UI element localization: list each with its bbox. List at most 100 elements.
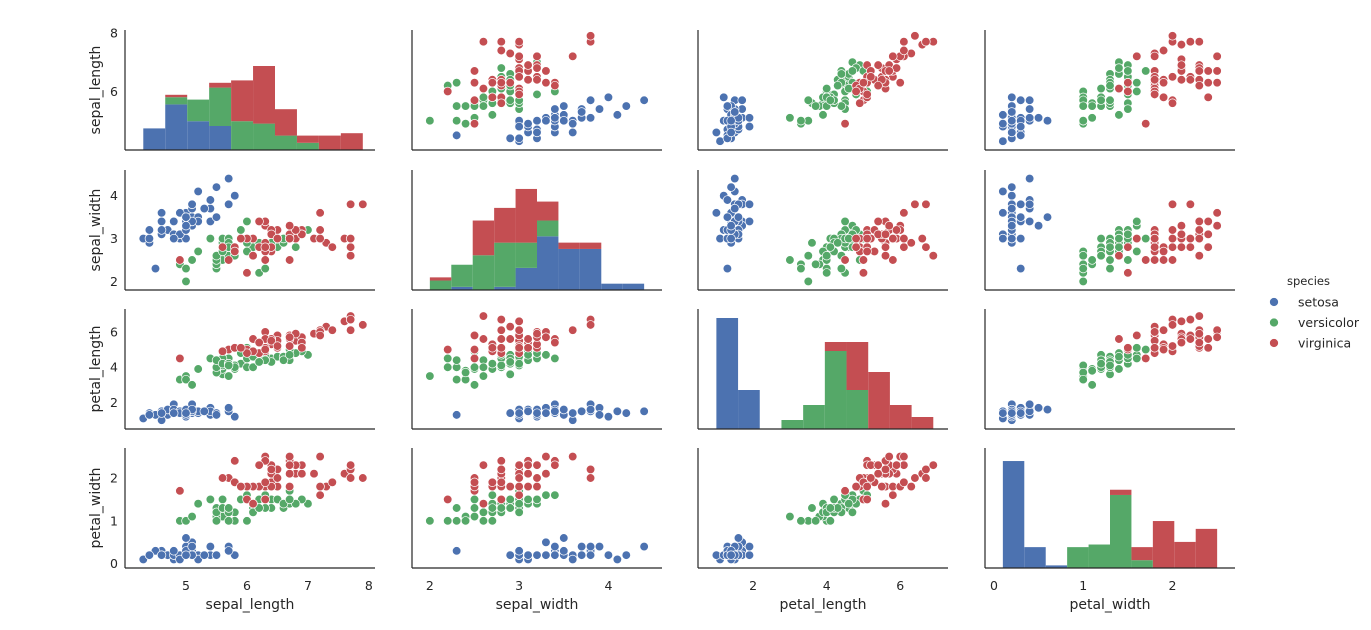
hist-bar-sepal_width-versicolor-5 — [537, 220, 559, 237]
point-versicolor-sepal_width-vs-sepal_length-31 — [460, 101, 471, 111]
point-virginica-petal_width-vs-sepal_width-36 — [1203, 216, 1213, 227]
x-tick-label-petal_length-2: 6 — [896, 578, 904, 593]
point-setosa-petal_width-vs-sepal_width-48 — [1007, 203, 1017, 214]
point-virginica-sepal_width-vs-sepal_length-42 — [487, 92, 498, 102]
point-virginica-petal_width-vs-sepal_width-14 — [1203, 242, 1213, 252]
point-virginica-sepal_length-vs-sepal_width-35 — [345, 233, 356, 244]
point-setosa-sepal_width-vs-petal_width-43 — [559, 533, 569, 543]
point-versicolor-sepal_width-vs-sepal_length-9 — [487, 110, 498, 120]
point-versicolor-sepal_width-vs-petal_width-29 — [478, 516, 489, 526]
point-setosa-sepal_width-vs-petal_length-49 — [541, 408, 551, 418]
point-virginica-sepal_length-vs-sepal_width-13 — [224, 255, 234, 265]
point-versicolor-petal_length-vs-petal_width-43 — [796, 516, 806, 526]
point-versicolor-petal_length-vs-petal_width-17 — [825, 516, 835, 526]
point-virginica-petal_length-vs-petal_width-48 — [873, 460, 883, 470]
hist-bar-sepal_width-setosa-4 — [515, 267, 537, 290]
point-versicolor-sepal_width-vs-sepal_length-3 — [451, 101, 462, 111]
hist-bar-sepal_width-versicolor-2 — [472, 255, 495, 290]
point-versicolor-petal_length-vs-sepal_width-31 — [811, 259, 821, 269]
point-virginica-petal_length-vs-petal_width-22 — [921, 473, 931, 483]
point-setosa-petal_width-vs-petal_length-43 — [1042, 404, 1053, 415]
point-virginica-petal_width-vs-sepal_width-4 — [1185, 233, 1196, 244]
point-virginica-sepal_length-vs-petal_width-6 — [175, 486, 185, 496]
point-virginica-petal_width-vs-sepal_length-40 — [1203, 66, 1213, 76]
hist-bar-sepal_length-versicolor-3 — [209, 87, 232, 126]
point-setosa-petal_length-vs-petal_width-49 — [726, 550, 736, 560]
hist-bar-sepal_width-virginica-0 — [429, 277, 452, 281]
point-versicolor-petal_width-vs-sepal_width-26 — [1114, 242, 1124, 252]
point-setosa-petal_length-vs-sepal_width-24 — [744, 216, 755, 227]
hist-bar-petal_width-setosa-1 — [1024, 547, 1046, 568]
point-virginica-sepal_width-vs-sepal_length-34 — [478, 83, 489, 94]
hist-bar-sepal_width-virginica-2 — [472, 220, 495, 256]
point-virginica-sepal_width-vs-sepal_length-37 — [523, 75, 533, 85]
point-setosa-petal_length-vs-sepal_length-36 — [722, 101, 733, 111]
x-tick-label-sepal_length-3: 8 — [365, 578, 373, 593]
point-virginica-petal_width-vs-sepal_width-6 — [1141, 255, 1151, 265]
point-virginica-petal_width-vs-sepal_length-33 — [1123, 78, 1133, 88]
x-tick-label-petal_length-0: 2 — [749, 578, 757, 593]
point-virginica-sepal_length-vs-sepal_width-31 — [358, 199, 368, 209]
point-virginica-sepal_width-vs-sepal_length-21 — [496, 98, 506, 108]
point-virginica-petal_width-vs-sepal_width-47 — [1167, 233, 1178, 244]
point-virginica-petal_width-vs-sepal_width-9 — [1212, 208, 1222, 218]
point-versicolor-sepal_length-vs-petal_width-16 — [217, 494, 228, 505]
point-virginica-sepal_length-vs-petal_length-6 — [175, 353, 185, 364]
point-versicolor-petal_width-vs-sepal_length-27 — [1141, 66, 1151, 76]
point-versicolor-petal_width-vs-sepal_width-35 — [1132, 216, 1142, 227]
point-virginica-petal_length-vs-sepal_length-44 — [884, 66, 894, 76]
point-versicolor-sepal_length-vs-sepal_width-10 — [181, 276, 191, 287]
point-versicolor-sepal_width-vs-petal_width-6 — [541, 490, 551, 500]
point-setosa-sepal_width-vs-petal_width-41 — [451, 546, 462, 556]
hist-bar-petal_length-versicolor-4 — [803, 405, 825, 429]
point-virginica-sepal_width-vs-sepal_length-9 — [568, 51, 578, 61]
point-virginica-sepal_length-vs-petal_length-45 — [284, 341, 295, 351]
point-virginica-sepal_width-vs-petal_length-22 — [496, 314, 506, 325]
hist-bar-petal_width-versicolor-6 — [1131, 560, 1153, 568]
hist-bar-petal_width-versicolor-3 — [1067, 547, 1089, 568]
hist-bar-sepal_width-virginica-5 — [537, 201, 559, 221]
point-versicolor-petal_length-vs-petal_width-41 — [844, 499, 854, 509]
point-versicolor-sepal_length-vs-sepal_width-35 — [242, 216, 252, 227]
point-setosa-sepal_length-vs-petal_width-48 — [199, 550, 209, 560]
y-axis-label-petal_width: petal_width — [88, 467, 104, 548]
point-virginica-petal_width-vs-sepal_length-6 — [1141, 119, 1151, 129]
point-setosa-petal_width-vs-sepal_width-19 — [1016, 199, 1026, 209]
point-setosa-petal_width-vs-sepal_length-44 — [1024, 113, 1035, 123]
point-versicolor-petal_width-vs-sepal_width-37 — [1105, 263, 1115, 274]
point-virginica-sepal_width-vs-petal_width-34 — [478, 499, 489, 509]
point-virginica-sepal_length-vs-sepal_width-29 — [315, 233, 325, 244]
point-setosa-petal_length-vs-sepal_width-33 — [726, 182, 736, 192]
hist-bar-petal_width-versicolor-4 — [1088, 544, 1110, 568]
point-virginica-sepal_width-vs-petal_width-47 — [514, 473, 524, 483]
point-setosa-sepal_length-vs-sepal_width-38 — [144, 233, 155, 244]
point-versicolor-petal_width-vs-sepal_width-45 — [1096, 233, 1106, 244]
hist-bar-petal_width-virginica-5 — [1110, 489, 1132, 495]
point-setosa-petal_length-vs-sepal_width-40 — [722, 212, 733, 222]
point-setosa-sepal_length-vs-petal_width-49 — [181, 550, 191, 560]
point-setosa-sepal_length-vs-petal_width-36 — [211, 550, 222, 560]
point-setosa-petal_length-vs-sepal_length-44 — [744, 113, 755, 123]
x-tick-label-petal_width-0: 0 — [990, 578, 998, 593]
point-virginica-sepal_length-vs-petal_width-25 — [315, 481, 325, 492]
point-setosa-sepal_width-vs-sepal_length-33 — [621, 101, 631, 111]
point-virginica-sepal_length-vs-petal_length-38 — [242, 348, 252, 358]
point-versicolor-sepal_length-vs-petal_length-9 — [193, 364, 203, 374]
point-virginica-sepal_width-vs-petal_width-19 — [443, 494, 453, 505]
point-virginica-petal_width-vs-sepal_width-17 — [1185, 199, 1196, 209]
point-versicolor-sepal_length-vs-sepal_width-9 — [193, 246, 203, 257]
point-setosa-petal_width-vs-sepal_length-41 — [1016, 130, 1026, 141]
point-virginica-sepal_length-vs-sepal_width-47 — [272, 233, 283, 244]
point-setosa-sepal_width-vs-petal_width-15 — [639, 541, 649, 552]
point-virginica-petal_width-vs-sepal_width-31 — [1167, 199, 1178, 209]
point-virginica-petal_width-vs-sepal_width-8 — [1149, 255, 1160, 265]
point-setosa-petal_width-vs-sepal_width-37 — [998, 208, 1008, 218]
point-versicolor-petal_width-vs-petal_length-35 — [1132, 353, 1142, 364]
point-virginica-petal_length-vs-sepal_width-34 — [880, 251, 891, 261]
point-virginica-petal_length-vs-sepal_width-17 — [921, 199, 931, 209]
point-virginica-sepal_length-vs-petal_width-8 — [284, 481, 295, 492]
point-virginica-petal_length-vs-sepal_width-5 — [917, 233, 927, 244]
point-setosa-sepal_width-vs-sepal_length-18 — [585, 95, 596, 105]
point-setosa-sepal_width-vs-sepal_length-35 — [532, 116, 542, 126]
legend-label-versicolor: versicolor — [1298, 315, 1360, 330]
